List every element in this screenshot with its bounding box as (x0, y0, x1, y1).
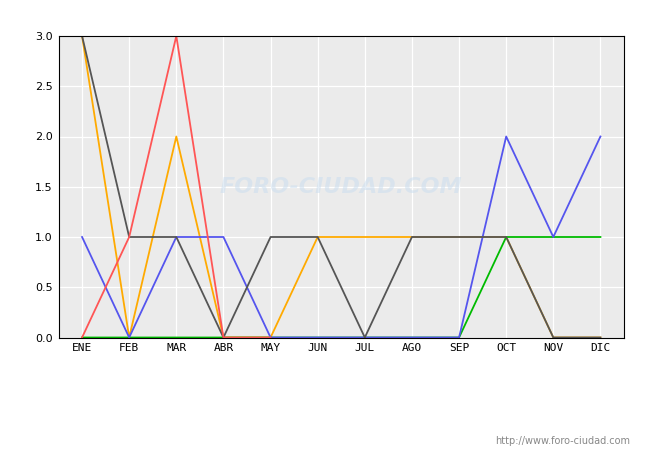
Text: FORO-CIUDAD.COM: FORO-CIUDAD.COM (220, 177, 463, 197)
Text: http://www.foro-ciudad.com: http://www.foro-ciudad.com (495, 436, 630, 446)
Text: Matriculaciones de Vehiculos en Ocón: Matriculaciones de Vehiculos en Ocón (168, 8, 482, 26)
